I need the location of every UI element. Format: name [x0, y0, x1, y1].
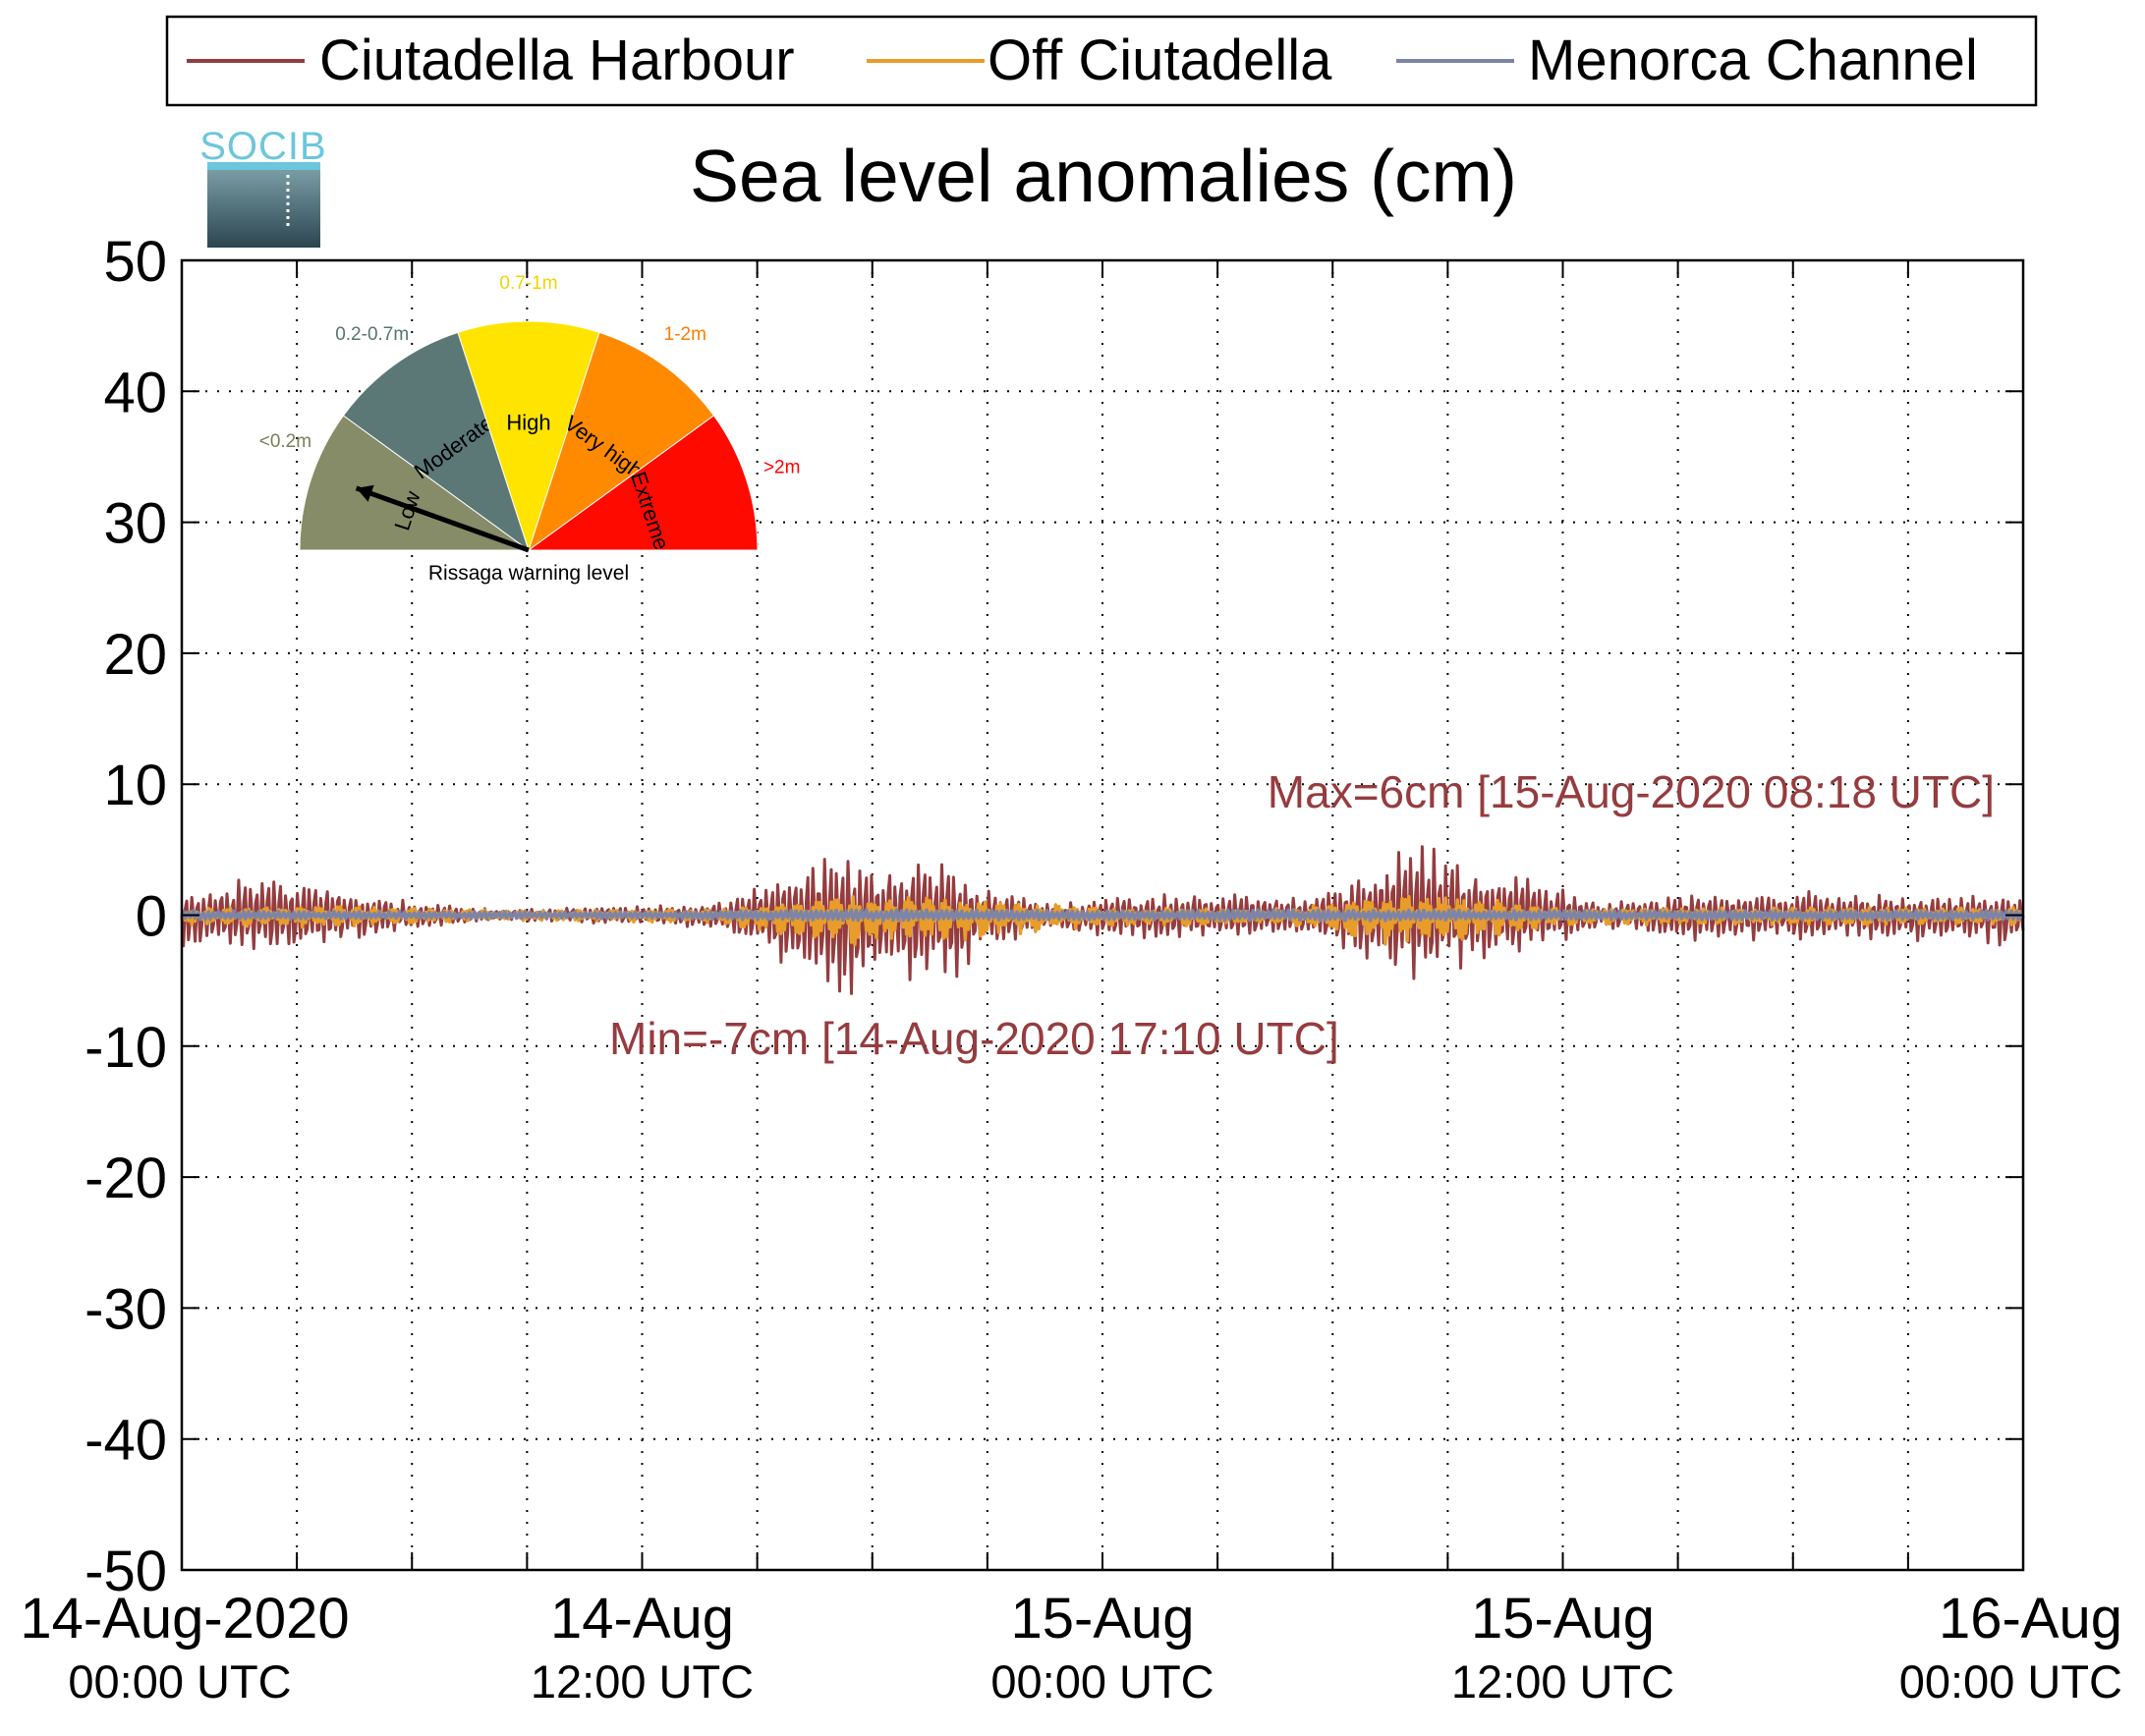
gauge-range-label: 1-2m: [664, 324, 706, 345]
y-tick-label: 10: [103, 754, 167, 817]
gauge-segment: [457, 320, 600, 552]
axis-ticks: [181, 259, 2024, 1571]
x-tick-label-time: 12:00 UTC: [531, 1655, 754, 1708]
legend-label: Ciutadella Harbour: [319, 28, 795, 92]
y-tick-label: -30: [85, 1277, 167, 1341]
gauge-range-label: >2m: [763, 457, 801, 477]
legend-label: Menorca Channel: [1528, 28, 1978, 92]
y-axis: 50 40 30 20 10 0 -10 -20 -30 -40 -50: [85, 230, 167, 1603]
gauge-range-label: 0.2-0.7m: [335, 324, 409, 345]
chart-title: Sea level anomalies (cm): [690, 135, 1517, 217]
y-tick-label: -10: [85, 1016, 167, 1080]
logo-text: SOCIB: [199, 125, 326, 168]
gauge-segment: [342, 331, 530, 552]
legend-label: Off Ciutadella: [988, 28, 1332, 92]
gauge-segment: [528, 331, 715, 552]
x-tick-label: 14-Aug-2020: [20, 1587, 349, 1651]
y-tick-label: 50: [103, 230, 167, 294]
legend-box: [165, 15, 2038, 107]
min-annotation: Min=-7cm [14-Aug-2020 17:10 UTC]: [609, 1013, 1339, 1064]
y-tick-label: 20: [103, 623, 167, 687]
socib-logo: SOCIB: [199, 125, 326, 248]
y-tick-label: -50: [85, 1540, 167, 1603]
x-tick-label-time: 00:00 UTC: [1899, 1655, 2122, 1708]
y-tick-label: 0: [136, 885, 167, 949]
y-tick-label: -40: [85, 1409, 167, 1473]
annotations: Max=6cm [15-Aug-2020 08:18 UTC] Min=-7cm …: [609, 766, 1995, 1064]
gauge-range-label: <0.2m: [259, 431, 311, 452]
x-tick-label-time: 00:00 UTC: [68, 1655, 291, 1708]
gauge-level-label: High: [506, 411, 550, 435]
x-tick-label: 15-Aug: [1471, 1587, 1655, 1651]
y-tick-label: -20: [85, 1147, 167, 1210]
gauge-needle-head: [356, 484, 374, 502]
x-tick-label: 14-Aug: [550, 1587, 734, 1651]
y-tick-label: 40: [103, 361, 167, 424]
x-tick-label: 16-Aug: [1939, 1587, 2122, 1651]
gauge-needle: [355, 485, 530, 553]
series-layer: [180, 845, 2025, 995]
gauge-segment: [527, 415, 759, 551]
x-tick-label: 15-Aug: [1010, 1587, 1194, 1651]
legend: Ciutadella Harbour Off Ciutadella Menorca …: [165, 15, 2038, 107]
y-tick-label: 30: [103, 492, 167, 556]
gauge-segment: [299, 415, 531, 551]
grid: [182, 260, 2023, 1570]
gauge-caption: Rissaga warning level: [428, 562, 629, 585]
x-tick-label-time: 00:00 UTC: [990, 1655, 1214, 1708]
gauge-range-label: 0.7-1m: [499, 273, 557, 294]
x-tick-label-time: 12:00 UTC: [1451, 1655, 1674, 1708]
series-line: [180, 908, 2025, 923]
max-annotation: Max=6cm [15-Aug-2020 08:18 UTC]: [1268, 766, 1995, 817]
